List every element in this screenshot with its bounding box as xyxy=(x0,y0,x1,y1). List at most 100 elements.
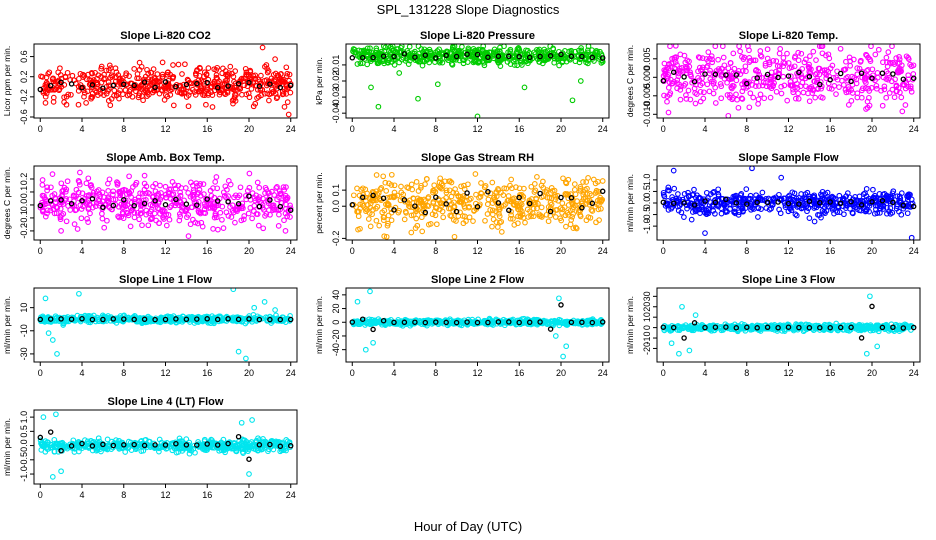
hourly-mean-point xyxy=(453,208,460,215)
data-point xyxy=(746,104,753,111)
hourly-mean-point xyxy=(817,200,823,206)
data-point xyxy=(150,183,156,190)
data-point xyxy=(185,103,192,110)
data-point xyxy=(228,214,235,220)
data-point xyxy=(683,195,690,201)
x-tick-label: 20 xyxy=(244,368,254,378)
hourly-mean-point xyxy=(506,319,512,325)
data-point xyxy=(414,222,421,229)
data-point xyxy=(839,77,845,84)
data-point xyxy=(263,77,270,83)
data-point xyxy=(674,62,680,68)
data-point xyxy=(781,328,788,334)
data-point xyxy=(44,207,51,214)
x-tick-label: 4 xyxy=(392,124,397,134)
data-point xyxy=(283,73,290,79)
data-point xyxy=(134,71,141,77)
hourly-mean-point xyxy=(256,203,263,210)
hourly-mean-point xyxy=(183,316,190,323)
data-point xyxy=(282,319,289,325)
data-point xyxy=(781,82,788,89)
data-point xyxy=(888,60,894,67)
data-point xyxy=(117,189,124,196)
data-point xyxy=(190,196,197,203)
x-tick-label: 8 xyxy=(121,246,126,256)
data-point xyxy=(385,212,392,219)
data-point xyxy=(373,319,380,326)
data-point xyxy=(515,45,522,51)
data-point xyxy=(580,179,586,185)
data-point xyxy=(682,59,689,66)
y-tick-label: -0.6 xyxy=(19,109,29,125)
data-point xyxy=(528,183,535,190)
hourly-mean-point xyxy=(526,54,533,61)
data-point xyxy=(667,44,673,50)
outlier-point xyxy=(577,78,584,84)
hourly-mean-point xyxy=(869,199,875,205)
scatter-points xyxy=(660,293,917,357)
data-point xyxy=(187,221,194,228)
data-point xyxy=(786,192,793,199)
hourly-mean-point xyxy=(68,81,75,87)
data-point xyxy=(69,72,76,79)
data-point xyxy=(62,74,69,81)
data-point xyxy=(191,81,198,87)
data-point xyxy=(195,189,202,196)
data-point xyxy=(213,67,220,73)
outlier-point xyxy=(77,169,83,176)
data-point xyxy=(902,85,909,92)
data-point xyxy=(907,61,913,68)
data-point xyxy=(243,69,250,76)
data-point xyxy=(798,191,805,197)
hourly-mean-point xyxy=(433,55,439,61)
data-point xyxy=(842,87,849,93)
data-point xyxy=(728,84,735,91)
x-tick-label: 12 xyxy=(783,124,793,134)
data-point xyxy=(432,189,439,195)
hourly-mean-point xyxy=(869,75,875,81)
data-point xyxy=(460,60,467,67)
data-point xyxy=(736,44,742,50)
hourly-mean-point xyxy=(173,83,179,90)
data-point xyxy=(498,318,505,325)
data-point xyxy=(739,88,746,95)
data-point xyxy=(161,216,167,222)
data-point xyxy=(515,213,521,220)
data-point xyxy=(438,203,445,210)
data-point xyxy=(709,59,716,66)
data-point xyxy=(443,187,450,194)
panel-title: Slope Li-820 Pressure xyxy=(420,30,535,42)
panel-title: Slope Amb. Box Temp. xyxy=(106,152,225,164)
outlier-point xyxy=(563,343,570,350)
hourly-mean-point xyxy=(848,78,854,85)
data-point xyxy=(695,195,702,202)
hourly-mean-point xyxy=(225,316,231,322)
panel-ylabel: percent per min. xyxy=(314,172,324,233)
hourly-mean-point xyxy=(796,201,802,207)
outlier-point xyxy=(42,100,49,106)
data-point xyxy=(818,44,825,50)
data-point xyxy=(73,206,80,213)
outlier-point xyxy=(251,304,258,311)
data-point xyxy=(147,318,154,325)
data-point xyxy=(373,47,380,54)
data-point xyxy=(369,189,376,195)
panel-ylabel: kPa per min. xyxy=(314,57,324,105)
data-point xyxy=(223,209,230,216)
data-point xyxy=(833,91,839,97)
hourly-mean-point xyxy=(141,200,148,207)
data-point xyxy=(875,46,882,53)
data-point xyxy=(896,56,903,63)
data-point xyxy=(354,185,360,192)
data-point xyxy=(126,173,132,180)
data-point xyxy=(805,90,811,97)
hourly-mean-point xyxy=(214,84,221,91)
data-point xyxy=(482,183,489,189)
data-point xyxy=(398,49,405,56)
x-tick-label: 0 xyxy=(38,246,43,256)
hourly-mean-point xyxy=(599,319,606,325)
data-point xyxy=(681,214,687,220)
data-point xyxy=(168,86,175,93)
hourly-mean-point xyxy=(225,199,231,205)
